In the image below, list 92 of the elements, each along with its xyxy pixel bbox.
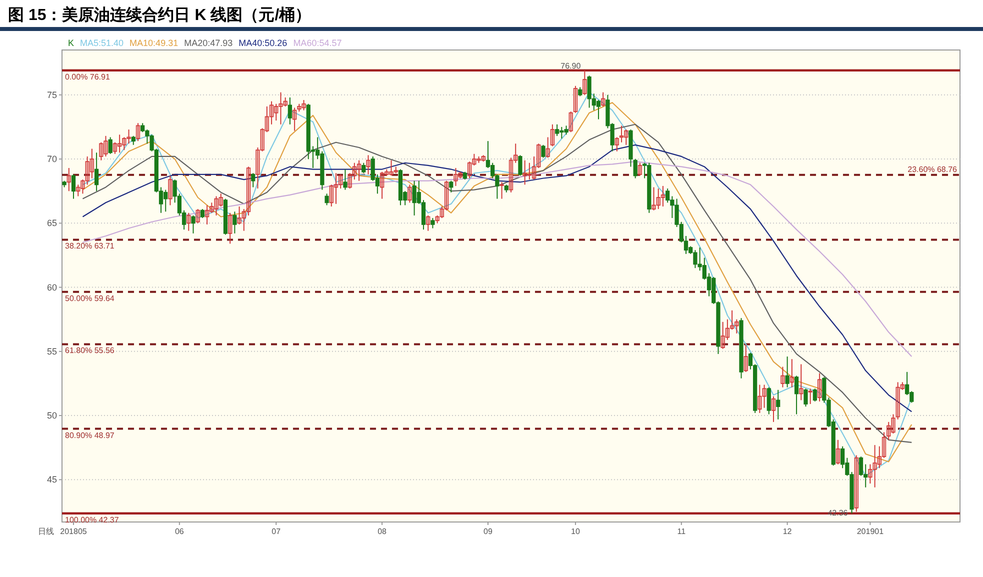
candlestick [854, 454, 858, 512]
candlestick [228, 212, 232, 244]
candlestick [568, 111, 573, 133]
candlestick [808, 388, 812, 404]
candlestick [112, 142, 118, 154]
candlestick [246, 166, 251, 216]
ref-line-label: 61.80% 55.56 [65, 346, 115, 356]
candlestick [776, 389, 780, 420]
y-tick-label: 75 [46, 90, 57, 100]
candlestick [550, 124, 555, 147]
candlestick [508, 157, 514, 193]
x-tick-label: 10 [571, 527, 580, 536]
candlestick [191, 214, 196, 234]
candlestick [790, 358, 794, 388]
candlestick [794, 375, 799, 415]
candlestick [449, 180, 454, 193]
candlestick [766, 386, 771, 415]
candlestick [356, 160, 362, 182]
candlestick [426, 214, 430, 232]
y-tick-label: 45 [46, 474, 57, 485]
candlestick [196, 208, 200, 224]
candlestick [430, 218, 435, 229]
y-tick-label: 60 [46, 282, 57, 292]
candlestick [467, 161, 472, 179]
ref-line-label: 100.00% 42.37 [65, 515, 120, 524]
candlestick [251, 172, 256, 188]
candlestick [817, 372, 822, 402]
ref-line-label: 80.90% 48.97 [65, 430, 115, 440]
x-tick-label: 06 [174, 527, 184, 536]
candlestick [292, 107, 297, 132]
annotation: 76.90 [560, 62, 582, 71]
candlestick [366, 154, 370, 175]
ref-line-label: 23.60% 68.76 [908, 164, 958, 174]
candlestick [638, 162, 642, 176]
candlestick [780, 366, 785, 388]
candlestick [785, 356, 790, 388]
candlestick [380, 171, 384, 200]
candlestick [541, 144, 546, 158]
x-tick-label: 201805 [60, 527, 88, 536]
candlestick [596, 100, 601, 120]
candlestick [500, 182, 504, 200]
ref-line-label: 38.20% 63.71 [65, 242, 115, 251]
y-tick-label: 70 [46, 154, 57, 164]
y-tick-label: 55 [46, 346, 57, 356]
x-tick-label: 12 [782, 527, 792, 536]
candlestick [614, 136, 619, 152]
candlestick [71, 174, 76, 200]
candlestick [812, 388, 817, 402]
candlestick [836, 439, 840, 465]
candlestick [288, 96, 292, 125]
x-tick-label: 08 [378, 527, 388, 536]
candlestick [666, 188, 670, 204]
candlestick [799, 364, 804, 401]
candlestick [582, 70, 587, 96]
candlestick [601, 92, 606, 107]
candlestick [804, 388, 808, 408]
candlestick [546, 136, 550, 158]
candlestick [619, 125, 624, 143]
candlestick [324, 193, 329, 206]
candlestick [771, 396, 776, 422]
candlestick [660, 185, 666, 207]
candlestick [362, 162, 366, 174]
candlestick [232, 211, 237, 234]
candlestick [90, 148, 94, 179]
candlestick [94, 152, 99, 192]
x-tick-label: 201901 [856, 527, 884, 536]
x-tick-label: 11 [677, 527, 686, 536]
candlestick [66, 168, 71, 192]
x-axis-title: 日线 [38, 527, 54, 536]
candlestick [408, 184, 412, 204]
legend: K MA5:51.40 MA10:49.31 MA20:47.93 MA40:50.26 MA60:54.57 [68, 38, 342, 48]
candlestick [554, 124, 560, 136]
annotation: 42.36 [828, 508, 848, 518]
x-tick-label: 09 [484, 527, 493, 536]
ref-line-label: 0.00% 76.91 [65, 72, 110, 82]
candlestick [108, 136, 112, 154]
candlestick [518, 154, 522, 176]
candlestick [573, 85, 578, 114]
candlestick [858, 456, 864, 476]
candlestick [343, 168, 348, 190]
candlestick [168, 175, 172, 206]
y-tick-label: 65 [46, 218, 57, 228]
candlestick [186, 212, 191, 232]
candlestick [205, 204, 210, 225]
candlestick [334, 172, 338, 204]
ref-line-label: 50.00% 59.64 [65, 294, 115, 303]
y-tick-label: 50 [46, 410, 57, 421]
chart-title: 图 15：美原油连续合约日 K 线图（元/桶） [8, 5, 312, 24]
x-tick-label: 07 [272, 527, 282, 536]
candlestick [633, 158, 638, 179]
candlestick [136, 122, 140, 142]
candlestick [744, 344, 748, 372]
